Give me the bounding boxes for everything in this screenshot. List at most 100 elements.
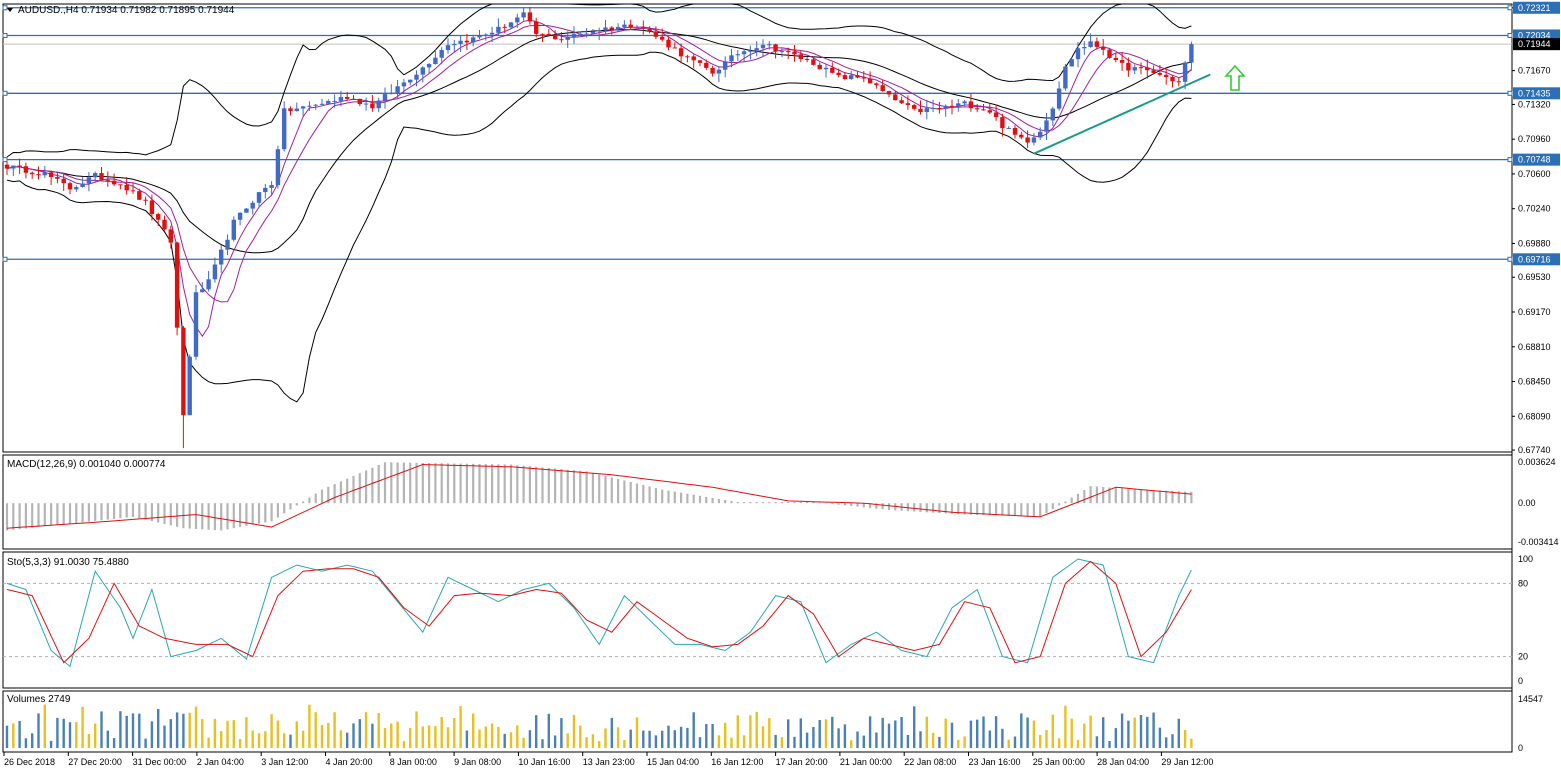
candle-body — [326, 100, 331, 104]
price-label: 0.72034 — [1518, 30, 1551, 40]
trend-line — [1033, 73, 1211, 155]
candle-body — [1050, 108, 1055, 121]
candle-body — [779, 51, 785, 53]
candle-body — [798, 54, 803, 59]
candle-body — [338, 96, 344, 101]
symbol-header: AUDUSD.,H4 0.71934 0.71982 0.71895 0.719… — [18, 5, 235, 16]
candle-body — [42, 172, 47, 176]
price-label: 0.71944 — [1518, 39, 1551, 49]
candle-body — [804, 58, 810, 60]
stochastic-label: Sto(5,3,3) 91.0030 75.4880 — [7, 557, 129, 568]
candle-body — [628, 24, 633, 28]
candle-body — [603, 27, 608, 31]
candle-body — [313, 104, 318, 106]
candle-body — [1088, 41, 1093, 47]
price-tick-label: 0.69530 — [1518, 272, 1551, 282]
level-handle — [1507, 157, 1513, 163]
time-tick-label: 4 Jan 20:00 — [326, 757, 373, 767]
candle-body — [949, 105, 955, 107]
price-tick-label: 0.68810 — [1518, 342, 1551, 352]
time-tick-label: 21 Jan 00:00 — [840, 757, 892, 767]
candle-body — [823, 67, 829, 70]
candle-body — [307, 105, 312, 107]
candle-body — [672, 47, 677, 49]
candle-body — [1094, 41, 1100, 47]
candle-body — [300, 106, 306, 109]
candle-body — [118, 184, 123, 186]
candle-body — [666, 39, 671, 48]
candle-body — [105, 179, 110, 181]
time-tick-label: 10 Jan 16:00 — [518, 757, 570, 767]
candle-body — [836, 72, 841, 76]
candle-body — [256, 192, 262, 203]
candle-body — [867, 78, 873, 84]
candle-body — [351, 98, 356, 100]
candle-body — [433, 57, 438, 65]
candle-body — [1138, 67, 1144, 69]
macd-signal-line — [6, 463, 1192, 529]
candle-body — [855, 75, 860, 78]
candle-body — [943, 105, 948, 109]
candle-body — [641, 27, 646, 29]
price-label-box — [1513, 38, 1560, 51]
time-tick-label: 13 Jan 23:00 — [583, 757, 635, 767]
candle-body — [370, 103, 375, 109]
candle-body — [162, 219, 167, 230]
candle-body — [376, 100, 381, 109]
time-tick-label: 23 Jan 16:00 — [969, 757, 1021, 767]
candle-body — [1107, 49, 1112, 58]
candle-body — [981, 109, 986, 111]
price-tick-label: 0.70960 — [1518, 134, 1551, 144]
candle-body — [111, 180, 117, 185]
candle-body — [634, 27, 640, 29]
candle-body — [458, 40, 463, 44]
candle-body — [571, 33, 577, 38]
price-tick-label: 0.70600 — [1518, 169, 1551, 179]
candle-body — [521, 12, 526, 18]
candle-body — [515, 17, 520, 23]
candle-body — [408, 79, 413, 83]
candle-body — [357, 98, 362, 105]
candle-body — [174, 242, 180, 328]
candle-body — [842, 75, 848, 80]
candle-body — [723, 61, 728, 70]
candle-body — [1069, 59, 1074, 67]
candle-body — [263, 187, 268, 193]
candle-body — [86, 177, 92, 184]
time-tick-label: 17 Jan 20:00 — [776, 757, 828, 767]
candle-body — [704, 62, 709, 68]
price-tick-label: 0.69880 — [1518, 238, 1551, 248]
candle-body — [1075, 48, 1081, 60]
candle-body — [1132, 67, 1137, 71]
candle-body — [55, 177, 60, 179]
candle-body — [1056, 88, 1062, 109]
candle-body — [1082, 46, 1087, 49]
candle-body — [767, 44, 772, 46]
pane-macd-frame — [2, 454, 1513, 550]
candle-body — [748, 50, 753, 52]
candle-body — [168, 229, 173, 243]
candle-body — [1126, 62, 1131, 71]
macd-label: MACD(12,26,9) 0.001040 0.000774 — [7, 459, 166, 470]
candle-body — [23, 166, 29, 173]
time-tick-label: 22 Jan 08:00 — [904, 757, 956, 767]
candle-body — [237, 212, 243, 220]
candle-body — [67, 183, 73, 190]
candle-body — [565, 37, 570, 40]
buy-arrow-icon — [1224, 64, 1246, 91]
candle-body — [653, 31, 659, 37]
candle-body — [710, 67, 715, 74]
candle-body — [924, 108, 929, 113]
stochastic-signal-line — [6, 560, 1192, 664]
price-tick-label: 0.68090 — [1518, 411, 1551, 421]
candle-body — [893, 94, 898, 101]
candle-body — [534, 21, 539, 34]
candle-body — [1119, 60, 1125, 63]
volume-tick-label: 0 — [1518, 743, 1523, 753]
price-label-box — [1513, 153, 1560, 166]
candle-body — [540, 33, 545, 35]
candle-body — [874, 83, 879, 86]
candle-body — [716, 69, 722, 74]
